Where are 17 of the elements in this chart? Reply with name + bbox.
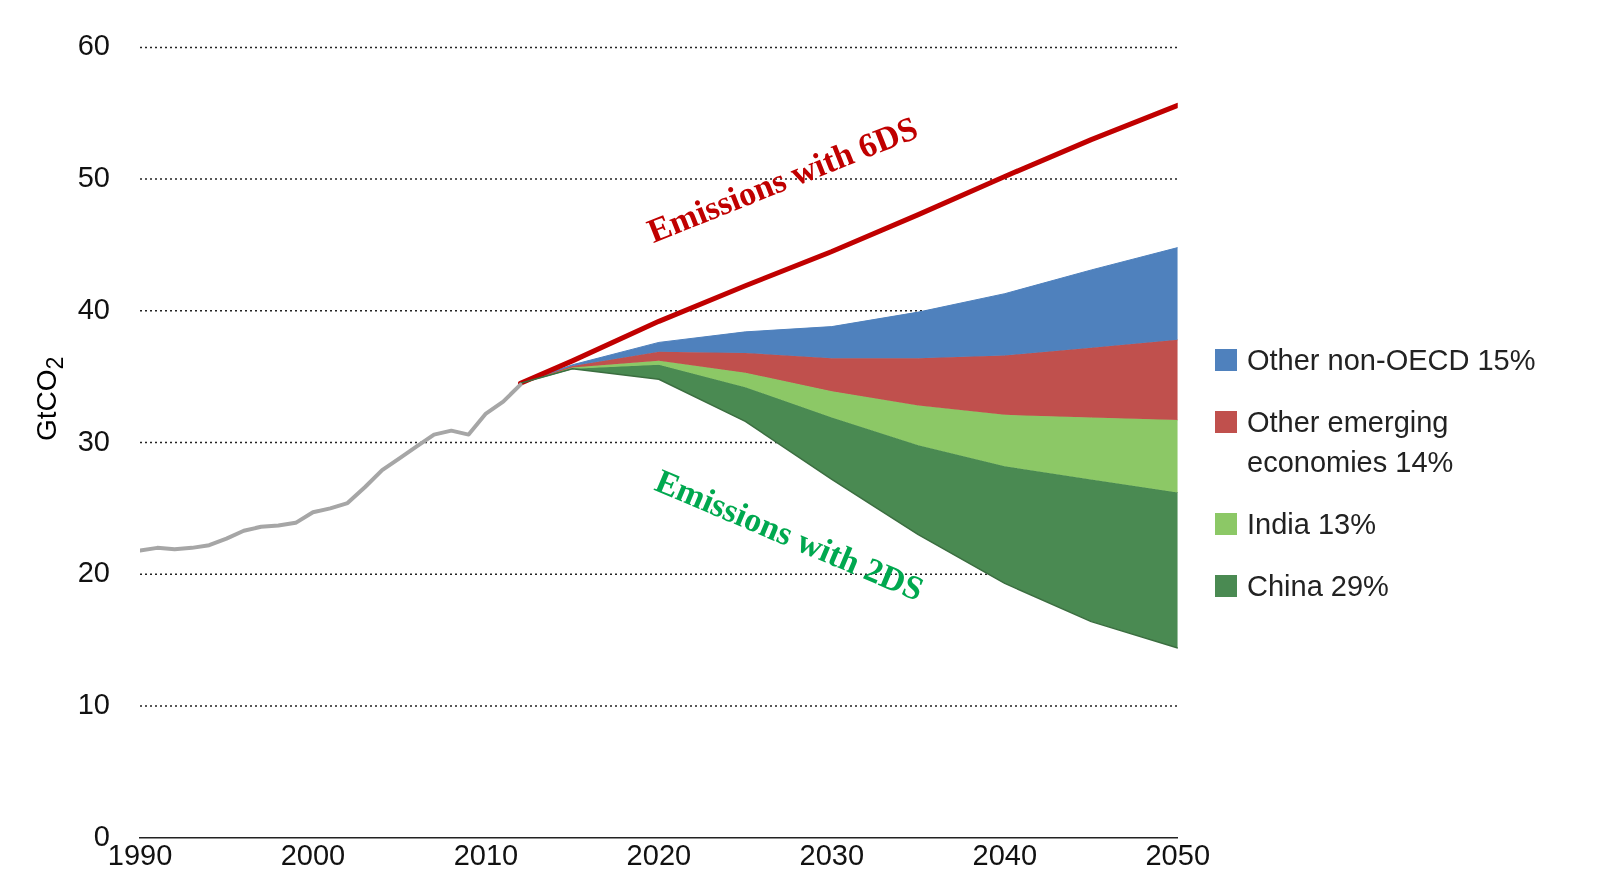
y-tick-label: 10 (77, 687, 110, 720)
y-tick-label: 50 (77, 161, 110, 194)
legend-label: India 13% (1247, 507, 1376, 542)
y-tick-label: 30 (77, 424, 110, 457)
y-tick-label: 0 (93, 819, 110, 852)
legend-label: Other emerging economies 14% (1247, 405, 1455, 480)
legend-label: China 29% (1247, 569, 1389, 604)
y-tick-label: 60 (77, 29, 110, 62)
x-tick-label: 2000 (280, 839, 346, 871)
y-tick-label: 40 (77, 292, 110, 325)
legend-label: Other non-OECD 15% (1247, 343, 1536, 378)
x-tick-label: 2040 (972, 839, 1038, 871)
x-tick-label: 2030 (799, 839, 865, 871)
x-tick-label: 2050 (1145, 839, 1210, 871)
y-tick-label: 20 (77, 556, 110, 589)
x-tick-label: 2020 (626, 839, 692, 871)
x-tick-label: 2010 (453, 839, 519, 871)
